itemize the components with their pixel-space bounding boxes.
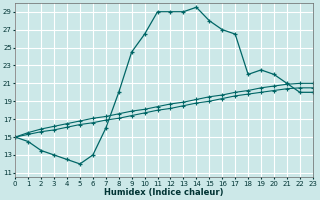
X-axis label: Humidex (Indice chaleur): Humidex (Indice chaleur) — [104, 188, 224, 197]
